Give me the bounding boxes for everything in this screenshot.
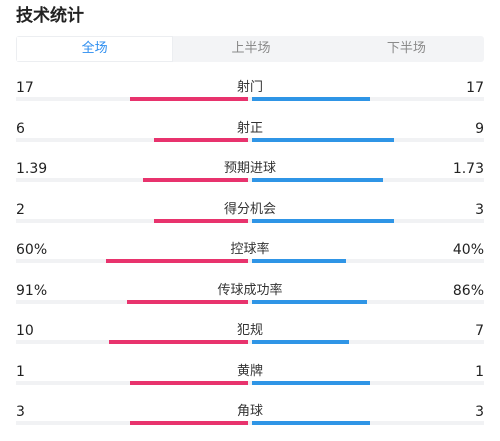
period-tabs: 全场 上半场 下半场 [16,36,484,62]
stat-row-possession: 60% 控球率 40% [16,238,484,279]
away-value: 3 [475,404,484,420]
away-value: 9 [475,120,484,137]
away-value: 86% [452,282,484,299]
home-bar [130,380,248,385]
stat-label: 犯规 [236,323,263,338]
home-value: 1.39 [16,161,48,177]
stat-label: 射门 [236,80,263,95]
away-bar [252,178,383,182]
away-bar [252,137,394,142]
stat-bar-track [16,218,484,223]
away-bar [252,340,350,344]
stat-row-shots-on-target: 6 射正 9 [16,117,484,158]
tab-first-half[interactable]: 上半场 [231,41,271,56]
home-bar [126,299,248,304]
home-bar [130,421,248,425]
stat-bar-track [16,380,484,385]
home-bar [153,137,248,142]
stat-label: 预期进球 [223,161,276,176]
home-value: 91% [16,282,48,299]
away-value: 7 [475,323,484,339]
stat-row-pass-accuracy: 91% 传球成功率 86% [16,279,484,320]
away-value: 1 [475,363,484,380]
away-value: 40% [452,242,484,258]
home-bar [142,178,248,182]
stat-label: 控球率 [230,242,270,257]
stat-row-fouls: 10 犯规 7 [16,319,484,360]
stat-label: 得分机会 [223,201,276,217]
away-bar [252,380,370,385]
home-bar [153,218,248,223]
stat-row-yellow-cards: 1 黄牌 1 [16,360,484,401]
stat-bar-track [16,259,484,263]
stat-label: 传球成功率 [217,282,283,298]
away-bar [252,421,370,425]
tab-second-half[interactable]: 下半场 [386,41,426,56]
stats-list: 17 射门 17 6 射正 9 1.39 预期进球 1.73 2 得分机会 3 [16,76,484,441]
away-value: 17 [466,80,484,96]
home-value: 60% [16,242,48,258]
home-value: 10 [16,323,34,339]
home-value: 3 [16,404,25,420]
stat-bar-track [16,340,484,344]
stat-bar-track [16,137,484,142]
stat-row-shots: 17 射门 17 [16,76,484,117]
stat-row-expected-goals: 1.39 预期进球 1.73 [16,157,484,198]
home-bar [106,259,248,263]
away-value: 3 [475,201,484,218]
stat-label: 射正 [236,120,263,136]
home-value: 17 [16,80,34,96]
home-value: 2 [16,201,25,218]
away-bar [252,218,394,223]
stat-row-big-chances: 2 得分机会 3 [16,198,484,239]
tab-full-match[interactable]: 全场 [16,36,174,62]
stat-bar-track [16,178,484,182]
stat-bar-track [16,299,484,304]
away-bar [252,259,347,263]
stat-row-corners: 3 角球 3 [16,400,484,441]
stat-label: 角球 [236,404,263,419]
stat-bar-track [16,97,484,101]
home-bar [109,340,248,344]
away-value: 1.73 [452,161,484,177]
page-title: 技术统计 [16,6,84,26]
home-bar [130,97,248,101]
stat-label: 黄牌 [236,363,263,379]
away-bar [252,97,370,101]
home-value: 6 [16,120,25,137]
away-bar [252,299,367,304]
stat-bar-track [16,421,484,425]
home-value: 1 [16,363,25,380]
